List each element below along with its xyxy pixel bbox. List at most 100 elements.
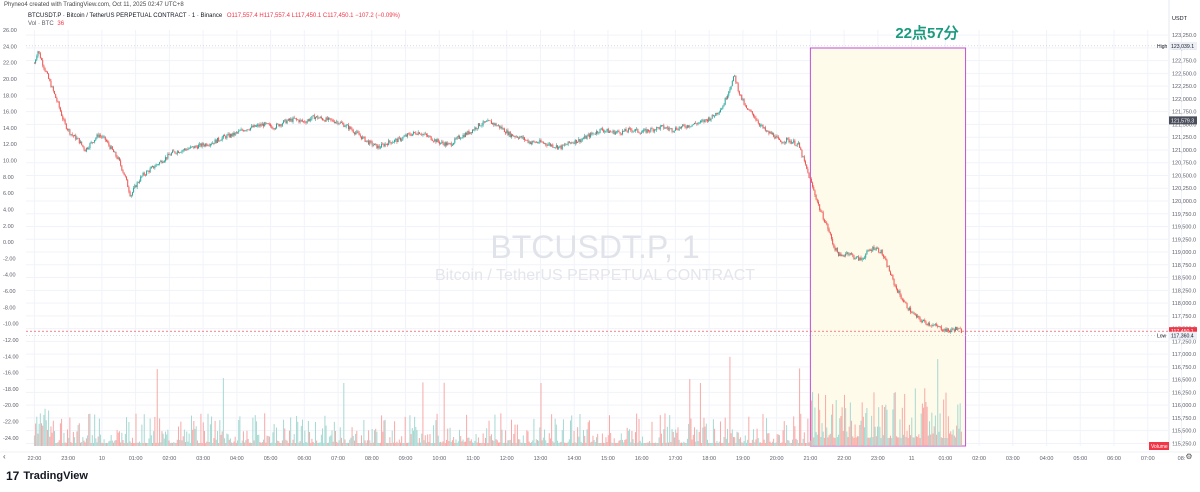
candle-body [495, 123, 497, 126]
volume-bar [466, 414, 468, 446]
candle-body [754, 116, 756, 118]
candle-body [731, 80, 733, 87]
volume-bar [490, 434, 492, 446]
candle-body [577, 141, 579, 143]
volume-bar [747, 439, 749, 446]
candle-body [122, 170, 124, 173]
volume-bar [318, 442, 320, 446]
volume-bar [865, 413, 867, 446]
volume-bar [39, 413, 41, 446]
candle-body [430, 136, 432, 141]
volume-bar [671, 428, 673, 446]
volume-bar [263, 439, 265, 446]
candle-body [796, 143, 798, 146]
candle-body [944, 328, 946, 331]
left-axis-tick: 6.00 [3, 191, 14, 197]
volume-bar [139, 441, 141, 446]
volume-bar [193, 420, 195, 446]
volume-bar [59, 423, 61, 446]
volume-bar [233, 441, 235, 446]
chevron-left-icon[interactable]: ‹ [3, 452, 6, 461]
candle-body [410, 134, 412, 136]
volume-bar [245, 440, 247, 446]
candle-body [501, 126, 503, 130]
right-axis-tick: 122,250.0 [1172, 84, 1196, 90]
volume-legend[interactable]: Vol · BTC 36 [28, 21, 64, 27]
candle-body [625, 128, 627, 132]
candle-body [245, 130, 247, 132]
volume-bar [306, 442, 308, 446]
candle-body [272, 128, 274, 129]
candle-body [65, 123, 67, 129]
volume-bar [385, 442, 387, 446]
volume-bar [213, 438, 215, 446]
left-axis-tick: -6.00 [3, 289, 16, 295]
candle-body [115, 151, 117, 157]
volume-bar [160, 442, 162, 446]
volume-bar [252, 417, 254, 446]
candle-body [893, 279, 895, 285]
volume-bar [248, 442, 250, 446]
volume-bar [162, 433, 164, 446]
left-axis-tick: 20.00 [3, 77, 17, 83]
candle-body [832, 238, 834, 244]
candle-body [101, 136, 103, 138]
left-axis-tick: -14.00 [3, 354, 19, 360]
volume-bar [884, 407, 886, 446]
volume-bar [630, 442, 632, 446]
volume-bar [462, 439, 464, 446]
gear-icon[interactable]: ⚙ [1185, 452, 1193, 461]
volume-bar [712, 419, 714, 446]
candle-body [270, 124, 272, 127]
candle-body [462, 134, 464, 138]
volume-bar [183, 429, 185, 446]
candle-body [808, 172, 810, 178]
volume-bar [290, 417, 292, 446]
candle-body [469, 132, 471, 135]
candle-body [745, 105, 747, 109]
candle-body [705, 119, 707, 120]
candle-body [835, 247, 837, 251]
candle-body [51, 86, 53, 88]
candle-body [725, 97, 727, 99]
volume-bar [110, 435, 112, 446]
candle-body [646, 129, 648, 133]
candle-body [454, 138, 456, 143]
volume-bar [74, 437, 76, 446]
volume-bar [907, 437, 909, 446]
volume-bar [872, 437, 874, 446]
volume-bar [190, 415, 192, 446]
candle-body [42, 59, 44, 66]
candle-body [48, 73, 50, 79]
volume-bar [76, 431, 78, 446]
candle-body [854, 258, 856, 259]
volume-bar [238, 419, 240, 446]
volume-bar [372, 442, 374, 446]
left-axis-tick: 26.00 [3, 28, 17, 34]
volume-bar [638, 418, 640, 446]
volume-bar [802, 438, 804, 446]
volume-bar [620, 433, 622, 446]
volume-bar [497, 442, 499, 446]
volume-bar [675, 429, 677, 446]
volume-bar [673, 437, 675, 446]
volume-bar [754, 442, 756, 446]
volume-bar [344, 439, 346, 446]
candle-body [685, 127, 687, 128]
volume-bar [691, 439, 693, 446]
tradingview-logo[interactable]: 17 TradingView [6, 469, 88, 483]
volume-bar [799, 368, 801, 446]
volume-bar [580, 441, 582, 446]
candle-body [611, 131, 613, 133]
volume-bar [541, 440, 543, 446]
volume-bar [867, 437, 869, 446]
symbol-legend[interactable]: BTCUSDT.P · Bitcoin / TetherUS PERPETUAL… [28, 13, 400, 19]
volume-bar [453, 437, 455, 446]
volume-bar [442, 441, 444, 446]
candle-body [675, 127, 677, 131]
candle-body [486, 121, 488, 123]
volume-bar [843, 394, 845, 446]
candle-body [590, 133, 592, 138]
